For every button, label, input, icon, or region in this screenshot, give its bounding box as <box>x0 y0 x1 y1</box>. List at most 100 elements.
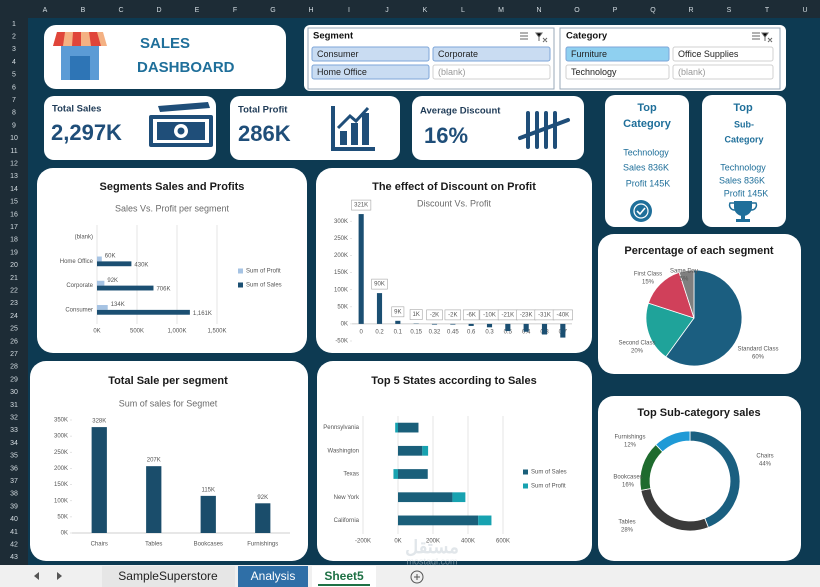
top-card-profit: Profit 145K <box>724 188 769 198</box>
sheet-tab[interactable] <box>312 566 376 587</box>
column-header: C <box>118 7 123 14</box>
active-tab-underline <box>318 584 370 586</box>
slicer-item-label[interactable]: Corporate <box>438 49 478 59</box>
sheet-tab[interactable] <box>102 566 235 587</box>
slicer-buttons[interactable] <box>520 32 773 43</box>
row-header: 21 <box>10 275 18 282</box>
chart-card <box>317 361 592 561</box>
data-label: 207K <box>147 458 161 464</box>
kpi-card <box>412 96 584 160</box>
kpi-label: Total Profit <box>238 105 288 116</box>
bar <box>452 492 466 503</box>
bar <box>255 503 271 533</box>
column-header: I <box>348 7 350 14</box>
row-header: 43 <box>10 554 18 561</box>
y-tick-label: 0K <box>61 531 68 537</box>
slicer-item-label[interactable]: Home Office <box>317 67 367 77</box>
chart-title: The effect of Discount on Profit <box>372 181 536 193</box>
column-header: H <box>308 7 313 14</box>
column-header: B <box>81 7 86 14</box>
chart-title: Top Sub-category sales <box>637 407 760 419</box>
x-tick-label: 0.32 <box>429 329 441 335</box>
slicer-item[interactable] <box>432 64 551 80</box>
x-tick-label: 0.3 <box>485 329 494 335</box>
sheet-tab-label[interactable]: Sheet5 <box>324 569 364 583</box>
bar <box>97 305 108 310</box>
bar <box>505 323 511 332</box>
chart-title: Segments Sales and Profits <box>100 181 245 193</box>
data-label-box <box>426 309 443 321</box>
data-label-box <box>351 199 372 211</box>
slicer-item[interactable] <box>311 46 430 62</box>
bar <box>393 469 398 479</box>
y-tick-label: New York <box>334 495 360 501</box>
slicer-item[interactable] <box>311 64 430 80</box>
slicer-item[interactable] <box>565 64 670 80</box>
slicer-item-label[interactable]: Technology <box>571 67 617 77</box>
bar <box>422 445 429 456</box>
data-label: 9K <box>394 309 401 315</box>
chart-subtitle: Discount Vs. Profit <box>417 198 492 208</box>
y-tick-label: Washington <box>328 448 359 454</box>
sheet-tab-label[interactable]: SampleSuperstore <box>118 569 218 583</box>
row-header: 5 <box>12 72 16 79</box>
top-card-title: Top <box>733 102 753 114</box>
column-header: E <box>195 7 200 14</box>
top-card-name: Technology <box>623 147 669 157</box>
x-tick-label: 0.2 <box>375 329 384 335</box>
x-tick-label: Chairs <box>91 542 108 548</box>
chart-card <box>598 396 801 561</box>
column-header: N <box>536 7 541 14</box>
row-header: 9 <box>12 122 16 129</box>
column-header: S <box>727 7 732 14</box>
legend-label: Sum of Sales <box>246 283 282 289</box>
bar <box>398 515 479 526</box>
slicer-item-label[interactable]: Office Supplies <box>678 49 739 59</box>
sheet-tab-label[interactable]: Analysis <box>251 569 296 583</box>
sheet-tab[interactable] <box>238 566 308 587</box>
bar <box>398 469 428 479</box>
data-label-box <box>462 309 480 321</box>
slicer-item[interactable] <box>565 46 670 62</box>
slicer-item[interactable] <box>432 46 551 62</box>
data-label: 92K <box>107 278 118 284</box>
slicer-item-label[interactable]: Consumer <box>317 49 359 59</box>
y-tick-label: 350K <box>54 418 68 424</box>
row-header: 10 <box>10 135 18 142</box>
bar <box>395 422 398 433</box>
x-tick-label: 0.15 <box>410 329 422 335</box>
y-tick-label: California <box>334 518 360 524</box>
column-header: T <box>765 7 770 14</box>
add-sheet-button[interactable] <box>410 570 424 584</box>
x-tick-label: Bookcases <box>194 542 223 548</box>
trophy-icon <box>728 201 758 222</box>
column-header-band <box>0 0 820 18</box>
bar <box>97 285 154 291</box>
column-header: U <box>802 7 807 14</box>
row-header: 17 <box>10 224 18 231</box>
slicer-item[interactable] <box>672 46 774 62</box>
bar <box>146 466 162 533</box>
slicer-item-label[interactable]: (blank) <box>438 67 466 77</box>
chart-title: Percentage of each segment <box>624 245 774 257</box>
data-label: 328K <box>92 419 106 425</box>
bar <box>398 422 419 433</box>
slicer-item-label[interactable]: (blank) <box>678 67 706 77</box>
data-label: -23K <box>520 312 533 318</box>
row-header: 33 <box>10 427 18 434</box>
data-label: -2K <box>448 312 457 318</box>
bar <box>486 323 493 328</box>
column-header: K <box>423 7 428 14</box>
pie-slice <box>678 269 695 319</box>
top-card <box>702 95 786 227</box>
slicer-item[interactable] <box>672 64 774 80</box>
legend-swatch <box>238 268 243 274</box>
slicer-item-label[interactable]: Furniture <box>571 49 607 59</box>
row-header: 32 <box>10 415 18 422</box>
x-tick-label: 1,000K <box>167 329 186 335</box>
y-tick-label: 300K <box>54 434 68 440</box>
bar <box>97 280 105 286</box>
slice-value-label: 16% <box>622 483 635 489</box>
